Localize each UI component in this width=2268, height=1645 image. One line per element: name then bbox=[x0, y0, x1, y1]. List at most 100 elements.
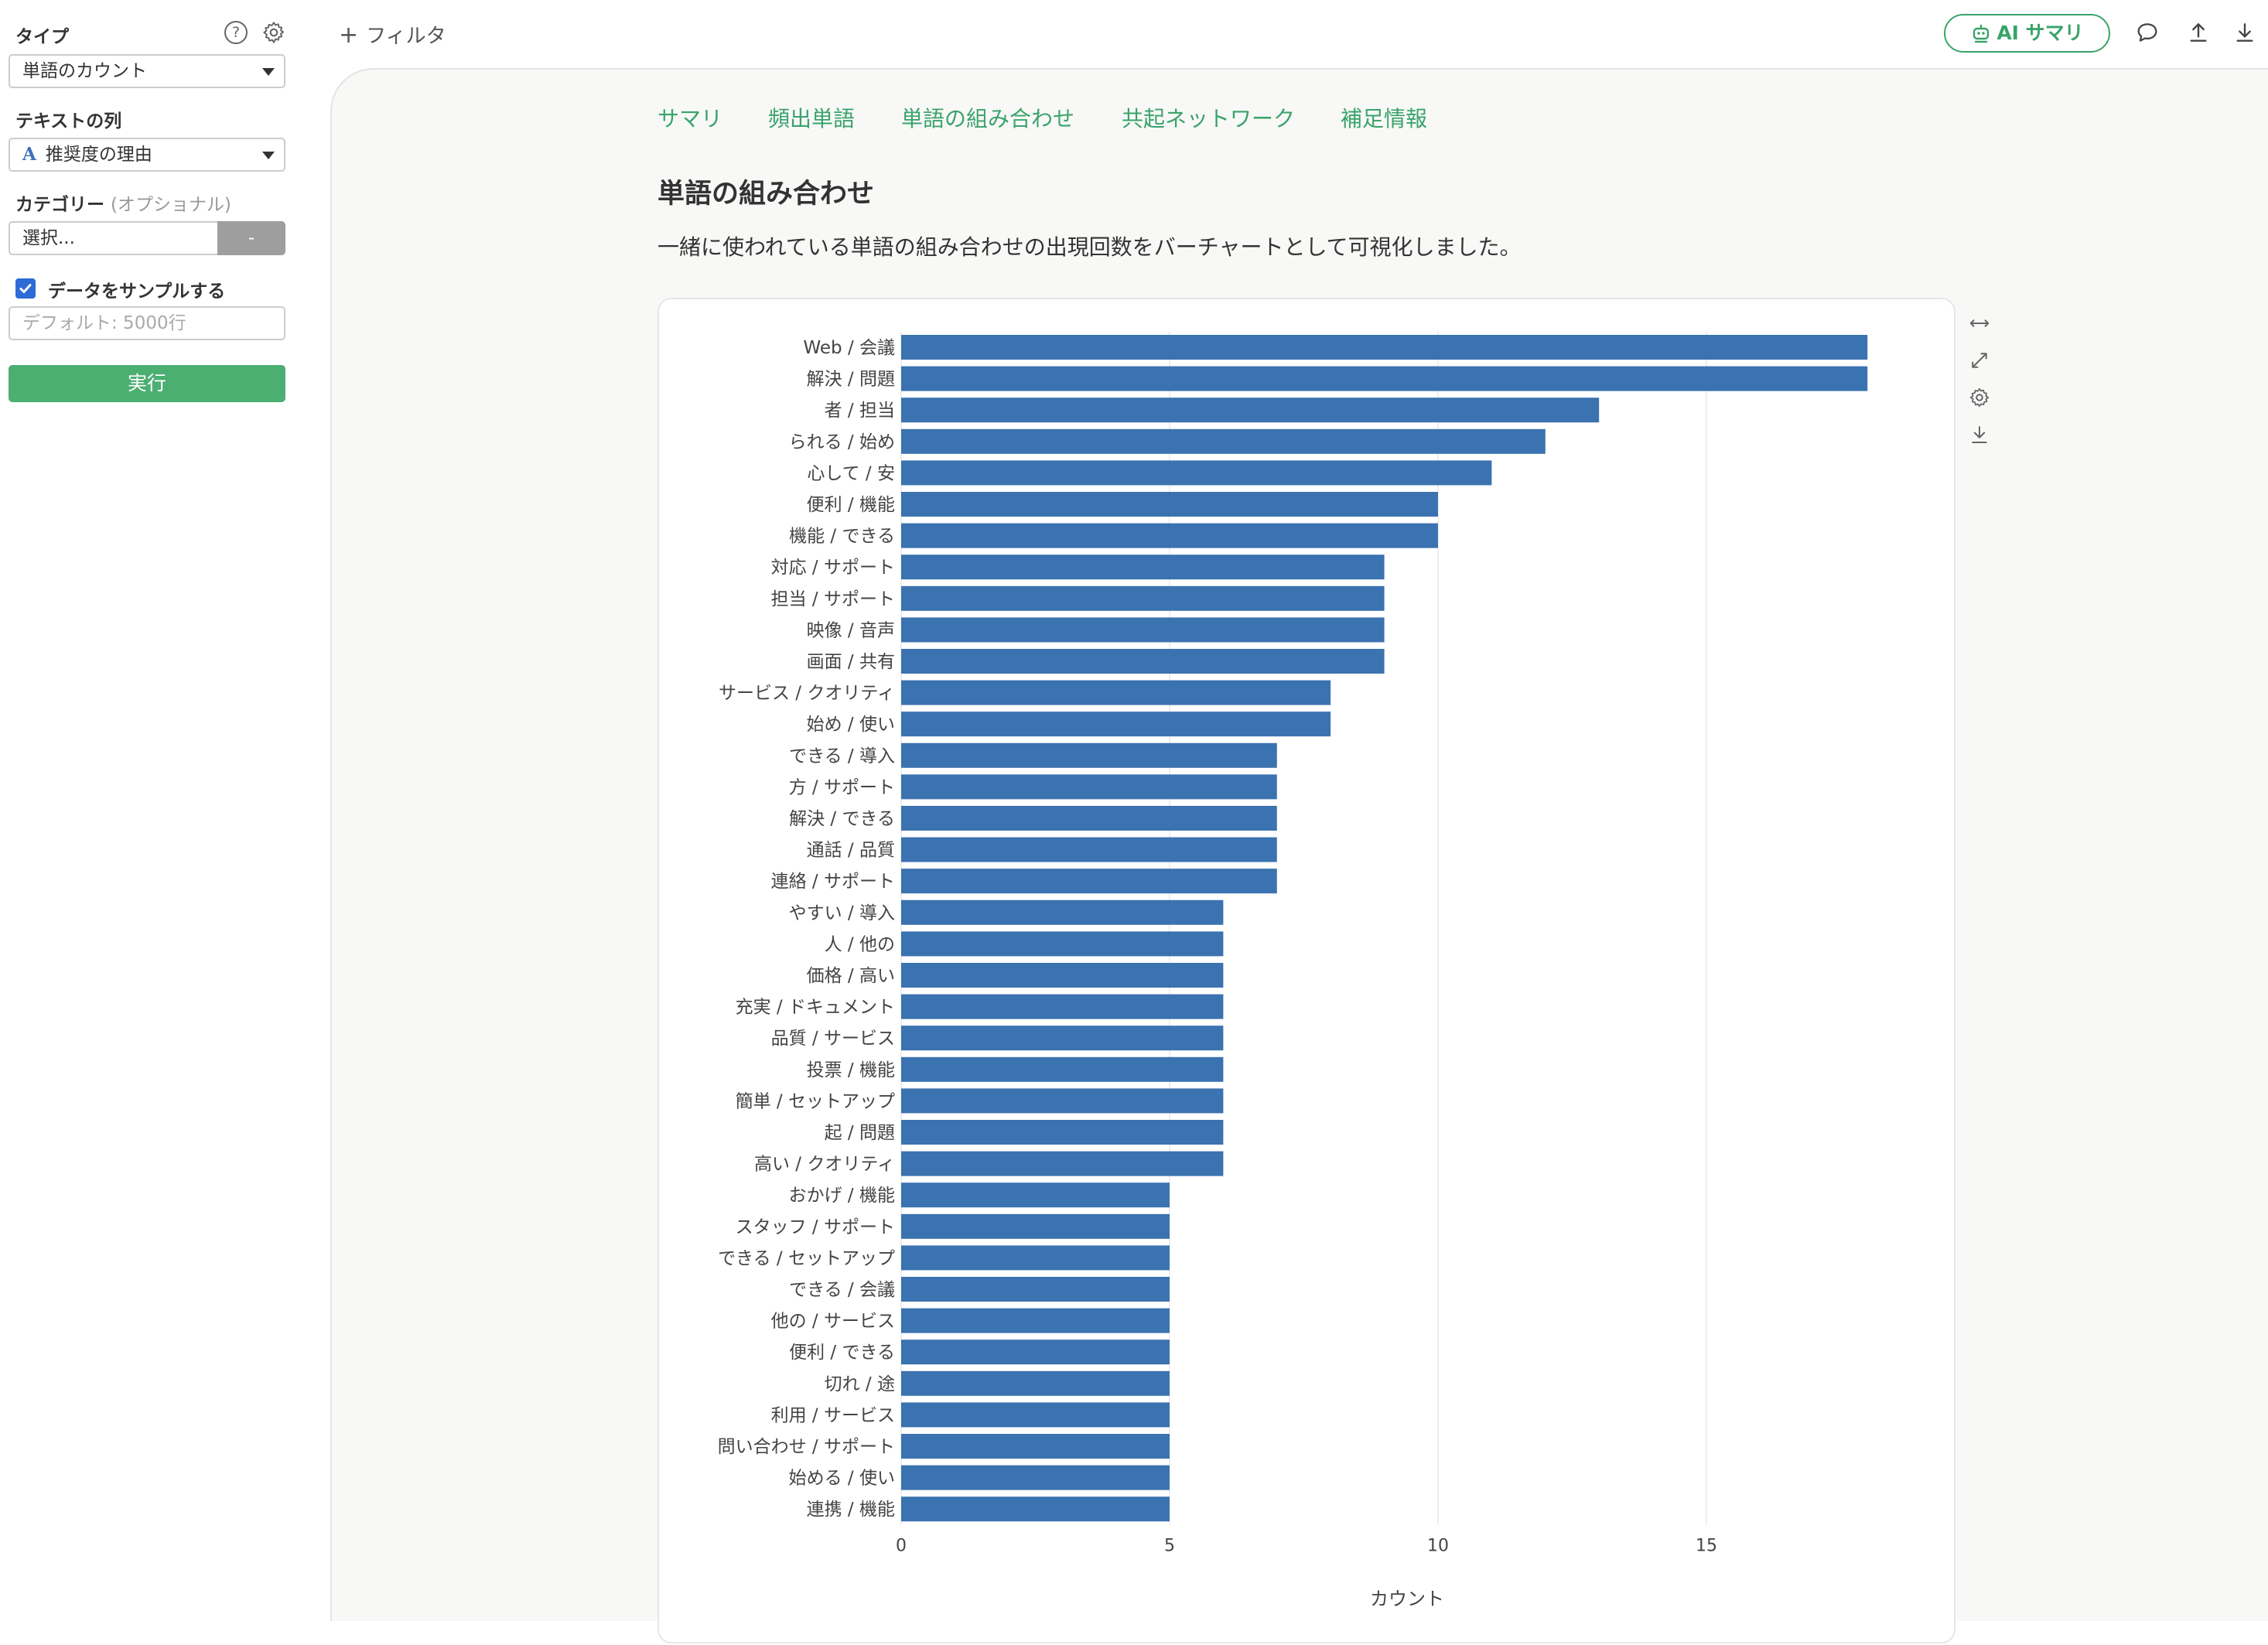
category-label: Web / 会議 bbox=[803, 338, 895, 358]
bar bbox=[901, 1277, 1170, 1302]
comment-icon[interactable] bbox=[2135, 20, 2160, 45]
category-label: 対応 / サポート bbox=[771, 558, 895, 578]
bar bbox=[901, 492, 1438, 517]
bar bbox=[901, 1120, 1224, 1145]
category-label: られる / 始め bbox=[789, 432, 895, 452]
x-tick-label: 15 bbox=[1696, 1537, 1717, 1556]
text-column-label: テキストの列 bbox=[15, 111, 122, 131]
bar bbox=[901, 585, 1385, 611]
category-label: 映像 / 音声 bbox=[807, 620, 895, 640]
bar bbox=[901, 366, 1868, 391]
category-label: 起 / 問題 bbox=[825, 1123, 895, 1143]
type-select[interactable]: 単語のカウント bbox=[9, 54, 285, 88]
tab-word-combinations[interactable]: 単語の組み合わせ bbox=[901, 106, 1075, 131]
category-label: 方 / サポート bbox=[789, 777, 895, 797]
bar bbox=[901, 1370, 1170, 1396]
text-type-icon: A bbox=[22, 144, 36, 165]
bar bbox=[901, 1497, 1170, 1522]
bar bbox=[901, 963, 1224, 988]
tab-supplementary-info[interactable]: 補足情報 bbox=[1341, 106, 1428, 131]
category-label: できる / セットアップ bbox=[718, 1248, 895, 1268]
run-button[interactable]: 実行 bbox=[9, 365, 285, 402]
bar bbox=[901, 428, 1546, 454]
tab-frequent-words[interactable]: 頻出単語 bbox=[768, 106, 856, 131]
ai-summary-button[interactable]: AI サマリ bbox=[1944, 14, 2110, 53]
bar bbox=[901, 1151, 1224, 1176]
category-clear-button[interactable]: - bbox=[217, 221, 285, 255]
section-title: 単語の組み合わせ bbox=[658, 179, 875, 210]
category-label: できる / 会議 bbox=[789, 1280, 895, 1300]
category-label: 始める / 使い bbox=[789, 1469, 895, 1489]
expand-width-icon[interactable] bbox=[1968, 312, 1991, 335]
sample-size-input[interactable]: デフォルト: 5000行 bbox=[9, 306, 285, 340]
category-label: おかげ / 機能 bbox=[789, 1186, 895, 1206]
download-icon[interactable] bbox=[2232, 20, 2257, 45]
tab-cooccurrence-network[interactable]: 共起ネットワーク bbox=[1122, 106, 1296, 131]
bar bbox=[901, 774, 1277, 800]
bar bbox=[901, 1245, 1170, 1271]
bar bbox=[901, 869, 1277, 894]
category-label: カテゴリー (オプショナル) bbox=[15, 189, 231, 216]
text-column-value: 推奨度の理由 bbox=[45, 145, 152, 165]
category-select[interactable]: 選択... bbox=[9, 221, 217, 255]
help-icon[interactable]: ? bbox=[224, 21, 248, 44]
category-label: 利用 / サービス bbox=[771, 1405, 895, 1425]
chart-card: Web / 会議 解決 / 問題者 / 担当 られる / 始め 心して / 安便利 /… bbox=[658, 298, 1955, 1643]
tab-summary[interactable]: サマリ bbox=[658, 106, 723, 131]
x-tick-label: 5 bbox=[1164, 1537, 1175, 1556]
bar bbox=[901, 742, 1277, 768]
fullscreen-icon[interactable] bbox=[1968, 349, 1991, 372]
category-label: サービス / クオリティ bbox=[719, 684, 895, 704]
upload-icon[interactable] bbox=[2186, 20, 2211, 45]
category-label: 始め / 使い bbox=[807, 715, 895, 735]
chart-download-icon[interactable] bbox=[1968, 423, 1991, 446]
bar bbox=[901, 335, 1868, 360]
sample-checkbox[interactable] bbox=[15, 278, 36, 299]
type-select-value: 単語のカウント bbox=[22, 61, 147, 81]
bar bbox=[901, 931, 1224, 957]
bar bbox=[901, 837, 1277, 862]
chart-settings-icon[interactable] bbox=[1968, 386, 1991, 409]
bar bbox=[901, 1213, 1170, 1239]
category-label: できる / 導入 bbox=[789, 746, 895, 766]
bar bbox=[901, 712, 1331, 737]
x-axis-title: カウント bbox=[1370, 1589, 1444, 1610]
add-filter-button[interactable]: + フィルタ bbox=[339, 20, 446, 49]
category-label: 充実 / ドキュメント bbox=[736, 998, 895, 1018]
plus-icon: + bbox=[339, 22, 359, 49]
category-label: 切れ / 途 bbox=[825, 1374, 895, 1394]
section-description: 一緒に使われている単語の組み合わせの出現回数をバーチャートとして可視化しました。 bbox=[658, 234, 1522, 260]
category-label: 投票 / 機能 bbox=[807, 1060, 895, 1080]
bar bbox=[901, 806, 1277, 831]
category-label: 連絡 / サポート bbox=[771, 872, 895, 892]
bar bbox=[901, 1026, 1224, 1051]
category-label-text: カテゴリー bbox=[15, 195, 104, 215]
check-icon bbox=[19, 284, 32, 293]
category-label: 画面 / 共有 bbox=[807, 652, 895, 672]
bar bbox=[901, 649, 1385, 674]
bar bbox=[901, 460, 1492, 486]
bar bbox=[901, 1340, 1170, 1365]
bar bbox=[901, 680, 1331, 705]
bar bbox=[901, 1088, 1224, 1114]
gear-icon[interactable] bbox=[261, 20, 286, 45]
category-label: 機能 / できる bbox=[789, 527, 895, 547]
chevron-down-icon bbox=[262, 152, 275, 159]
chevron-down-icon bbox=[262, 68, 275, 76]
category-label: 便利 / できる bbox=[789, 1343, 895, 1363]
settings-panel: タイプ ? 単語のカウント テキストの列 A 推奨度の理由 カテゴリー (オプショ… bbox=[0, 0, 309, 1621]
bar bbox=[901, 1402, 1170, 1428]
bar bbox=[901, 1465, 1170, 1490]
category-label: 通話 / 品質 bbox=[807, 841, 895, 861]
category-optional-text: (オプショナル) bbox=[111, 195, 231, 215]
category-label: 便利 / 機能 bbox=[807, 495, 895, 515]
ai-summary-label: AI サマリ bbox=[1996, 22, 2084, 44]
bar bbox=[901, 617, 1385, 643]
text-column-select[interactable]: A 推奨度の理由 bbox=[9, 138, 285, 172]
bar bbox=[901, 1308, 1170, 1333]
bar bbox=[901, 899, 1224, 925]
add-filter-label: フィルタ bbox=[366, 25, 446, 48]
category-label: 心して / 安 bbox=[807, 463, 895, 483]
category-label: スタッフ / サポート bbox=[736, 1217, 895, 1237]
